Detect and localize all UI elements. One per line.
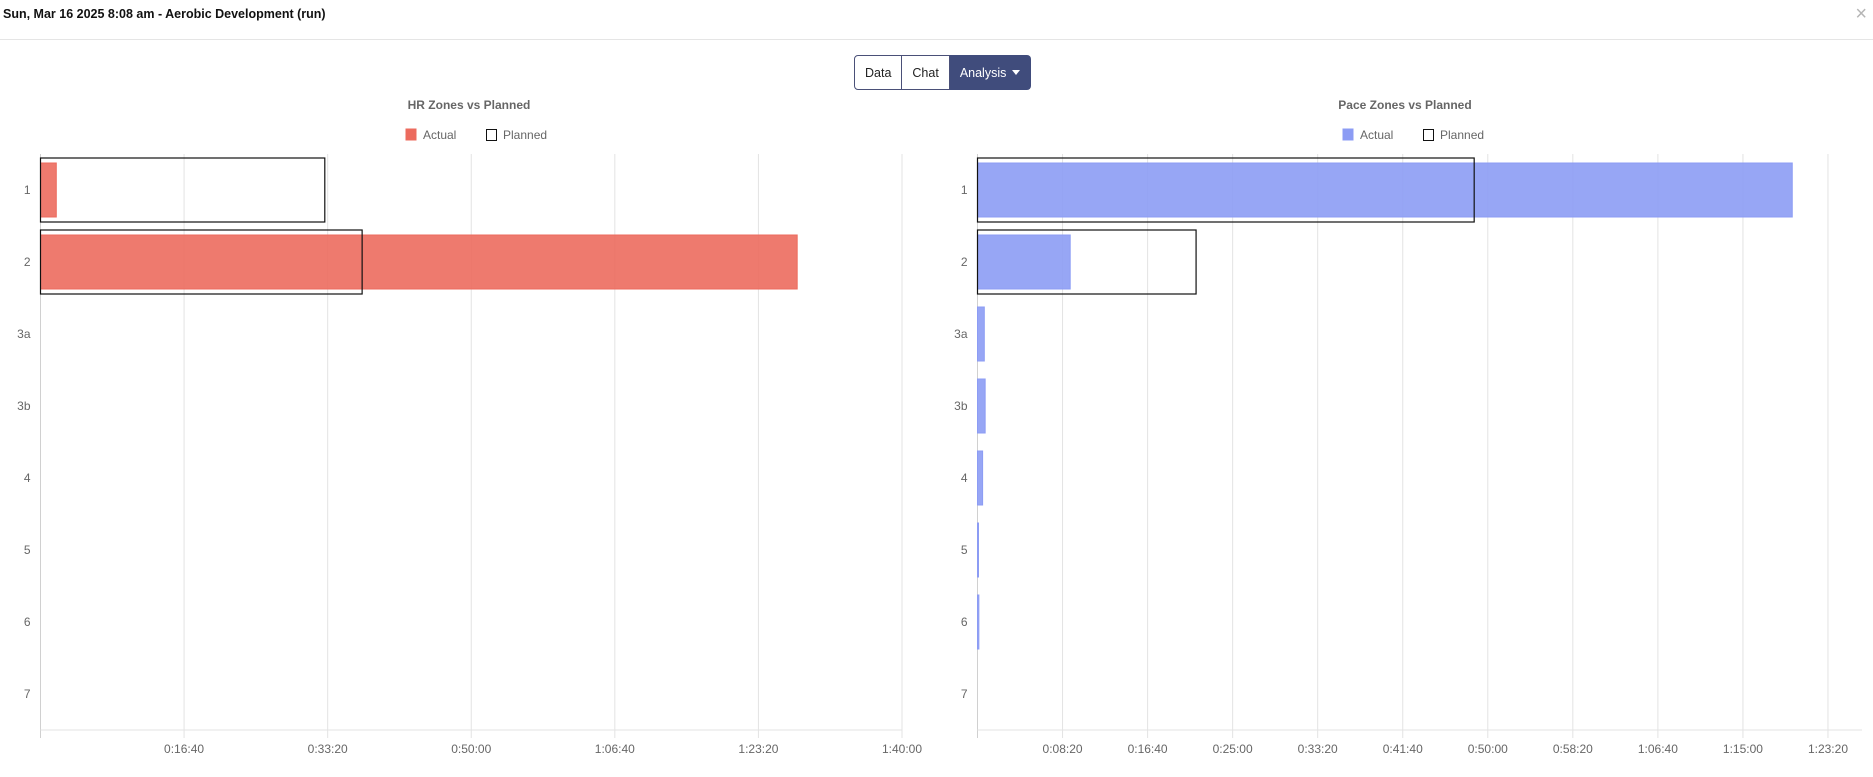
bar-actual bbox=[977, 234, 1071, 290]
bar-planned bbox=[39, 157, 326, 223]
y-tick-label: 6 bbox=[961, 615, 968, 629]
bar-actual bbox=[977, 162, 1793, 218]
bar-planned bbox=[976, 157, 1475, 223]
pace-zones-chart: Pace Zones vs Planned Actual Planned 0:08:2… bbox=[954, 98, 1862, 756]
legend-swatch-planned bbox=[1423, 129, 1434, 141]
bar-actual bbox=[977, 306, 985, 362]
chart-title: HR Zones vs Planned bbox=[408, 98, 531, 112]
chart-legend: Actual Planned bbox=[1342, 128, 1484, 142]
y-tick-label: 5 bbox=[961, 543, 968, 557]
window-title: Sun, Mar 16 2025 8:08 am - Aerobic Devel… bbox=[3, 7, 326, 21]
x-tick-label: 1:40:00 bbox=[882, 742, 922, 756]
x-tick-label: 0:50:00 bbox=[1468, 742, 1508, 756]
view-tabs: Data Chat Analysis bbox=[854, 55, 1032, 90]
y-tick-label: 5 bbox=[24, 543, 31, 557]
y-tick-label: 3b bbox=[954, 399, 968, 413]
tab-chat[interactable]: Chat bbox=[902, 55, 950, 90]
chevron-down-icon bbox=[1012, 70, 1021, 75]
x-tick-label: 0:33:20 bbox=[308, 742, 348, 756]
bar-planned bbox=[976, 229, 1197, 295]
x-tick-label: 1:06:40 bbox=[595, 742, 635, 756]
y-tick-label: 7 bbox=[961, 687, 968, 701]
close-icon[interactable]: × bbox=[1855, 3, 1867, 25]
tab-analysis-label: Analysis bbox=[959, 65, 1007, 80]
x-tick-label: 0:33:20 bbox=[1298, 742, 1338, 756]
x-tick-label: 1:23:20 bbox=[738, 742, 778, 756]
y-tick-label: 1 bbox=[24, 183, 31, 197]
x-tick-label: 1:06:40 bbox=[1638, 742, 1678, 756]
tab-data[interactable]: Data bbox=[854, 55, 903, 90]
x-tick-label: 0:25:00 bbox=[1213, 742, 1253, 756]
y-tick-label: 2 bbox=[24, 255, 31, 269]
y-tick-label: 3a bbox=[954, 327, 968, 341]
y-tick-label: 1 bbox=[961, 183, 968, 197]
bar-actual bbox=[977, 378, 986, 434]
bar-actual bbox=[40, 162, 57, 218]
y-tick-label: 2 bbox=[961, 255, 968, 269]
bar-actual bbox=[977, 594, 980, 650]
bar-planned bbox=[39, 229, 363, 295]
x-tick-label: 0:50:00 bbox=[451, 742, 491, 756]
x-tick-label: 0:08:20 bbox=[1043, 742, 1083, 756]
x-tick-label: 0:41:40 bbox=[1383, 742, 1423, 756]
legend-label-planned: Planned bbox=[503, 128, 547, 142]
window-header: Sun, Mar 16 2025 8:08 am - Aerobic Devel… bbox=[0, 0, 1873, 40]
tab-analysis[interactable]: Analysis bbox=[949, 55, 1032, 90]
x-tick-label: 0:16:40 bbox=[1128, 742, 1168, 756]
y-tick-label: 3a bbox=[17, 327, 31, 341]
legend-swatch-planned bbox=[486, 129, 497, 141]
legend-label-planned: Planned bbox=[1440, 128, 1484, 142]
x-tick-label: 1:23:20 bbox=[1808, 742, 1848, 756]
x-tick-label: 0:16:40 bbox=[164, 742, 204, 756]
bar-actual bbox=[40, 234, 798, 290]
y-tick-label: 7 bbox=[24, 687, 31, 701]
bar-actual bbox=[977, 450, 984, 506]
x-tick-label: 0:58:20 bbox=[1553, 742, 1593, 756]
x-tick-label: 1:15:00 bbox=[1723, 742, 1763, 756]
legend-label-actual: Actual bbox=[1360, 128, 1393, 142]
bar-actual bbox=[977, 522, 979, 578]
hr-zones-chart: HR Zones vs Planned Actual Planned 0:16:40 0… bbox=[17, 98, 922, 756]
y-tick-label: 4 bbox=[961, 471, 968, 485]
y-tick-label: 6 bbox=[24, 615, 31, 629]
chart-legend: Actual Planned bbox=[405, 128, 547, 142]
legend-swatch-actual bbox=[405, 128, 417, 141]
chart-title: Pace Zones vs Planned bbox=[1338, 98, 1471, 112]
y-tick-label: 3b bbox=[17, 399, 31, 413]
legend-swatch-actual bbox=[1342, 128, 1354, 141]
legend-label-actual: Actual bbox=[423, 128, 456, 142]
y-tick-label: 4 bbox=[24, 471, 31, 485]
